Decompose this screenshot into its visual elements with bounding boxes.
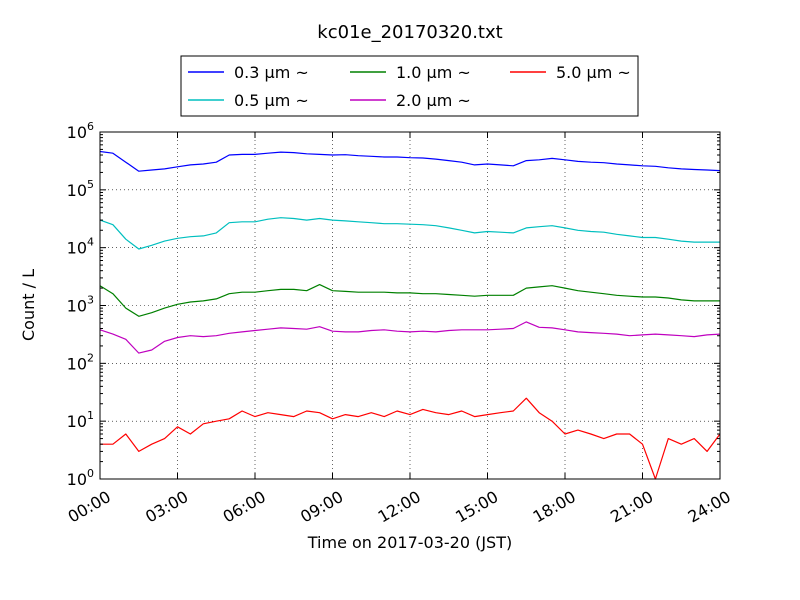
x-tick-label: 03:00 [142,487,191,527]
legend-label: 1.0 μm ~ [396,63,471,82]
series-line-2 [99,284,720,317]
x-axis-tick-labels: 00:00 03:00 06:00 09:00 12:00 15:00 18:00 21:00… [65,487,734,527]
x-tick-label: 00:00 [65,487,114,527]
axis-ticks [99,131,721,480]
plot-area [99,131,721,480]
y-tick-label: 100 [67,467,94,489]
chart-title: kc01e_20170320.txt [317,22,502,43]
series-line-0 [99,150,721,172]
series-line-1 [99,217,720,250]
legend-label: 2.0 μm ~ [396,91,471,110]
x-tick-label: 18:00 [530,487,579,527]
x-tick-label: 09:00 [297,487,346,527]
y-tick-label: 104 [67,236,94,258]
x-tick-label: 06:00 [220,487,269,527]
y-axis-tick-labels: 100 101 102 103 104 105 106 [67,120,94,489]
series-lines [99,150,721,480]
y-tick-label: 106 [67,120,94,142]
legend-label: 5.0 μm ~ [556,63,631,82]
x-tick-label: 15:00 [452,487,501,527]
legend-label: 0.5 μm ~ [234,91,309,110]
series-line-4 [100,397,721,480]
y-tick-label: 101 [67,409,94,431]
x-tick-label: 24:00 [685,487,734,527]
y-axis-label: Count / L [19,269,38,341]
grid-lines [100,132,720,479]
legend: 0.3 μm ~ 0.5 μm ~ 1.0 μm ~ 2.0 μm ~ 5.0 μm ~ [180,55,639,117]
series-line-3 [99,321,721,354]
y-tick-label: 102 [67,351,94,373]
y-tick-label: 103 [67,294,94,316]
y-tick-label: 105 [67,178,94,200]
x-axis-label: Time on 2017-03-20 (JST) [307,533,512,552]
legend-label: 0.3 μm ~ [234,63,309,82]
x-tick-label: 12:00 [375,487,424,527]
x-tick-label: 21:00 [607,487,656,527]
legend-box [180,55,639,117]
